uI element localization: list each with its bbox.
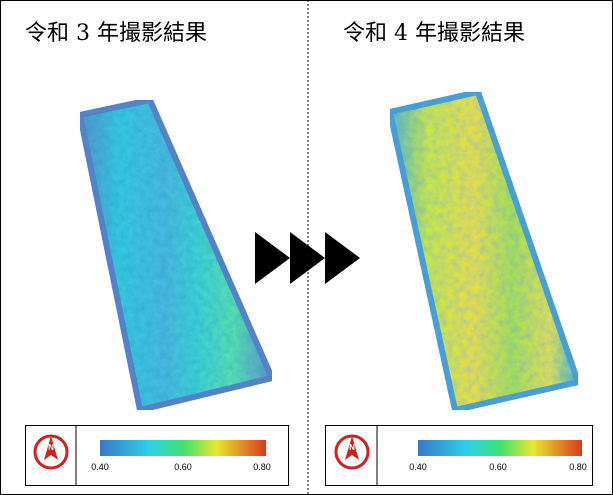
figure: 令和 3 年撮影結果 N 0.40 0.60 0.80 令和 4 年撮影結果 N… <box>0 0 613 495</box>
panel-title: 令和 4 年撮影結果 <box>343 21 525 46</box>
colorbar-tick: 0.40 <box>91 462 109 472</box>
north-label: N <box>349 443 355 452</box>
colorbar-tick: 0.40 <box>409 462 427 472</box>
panel-title: 令和 3 年撮影結果 <box>25 21 207 46</box>
arrow <box>325 232 360 284</box>
colorbar <box>418 440 582 456</box>
panel: 令和 3 年撮影結果 N 0.40 0.60 0.80 <box>25 21 289 486</box>
colorbar-tick: 0.80 <box>569 462 587 472</box>
colorbar-tick: 0.60 <box>174 462 192 472</box>
colorbar-tick: 0.60 <box>489 462 507 472</box>
colorbar-tick: 0.80 <box>253 462 271 472</box>
colorbar <box>100 440 266 456</box>
ndvi-map <box>80 100 272 410</box>
arrow <box>255 232 290 284</box>
panel: 令和 4 年撮影結果 N 0.40 0.60 0.80 <box>326 21 593 486</box>
ndvi-map <box>390 92 578 410</box>
north-label: N <box>48 443 54 452</box>
